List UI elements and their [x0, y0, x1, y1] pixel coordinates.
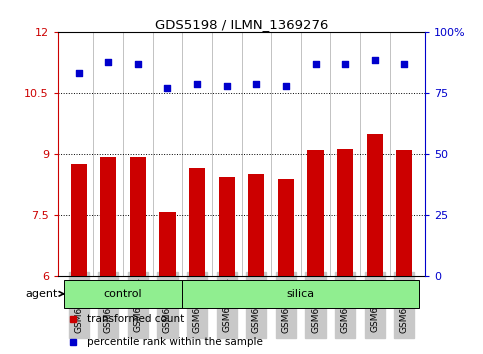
Point: [134, 61, 142, 67]
Bar: [278, 179, 294, 276]
Point: [371, 57, 379, 63]
Text: control: control: [104, 289, 142, 299]
Bar: [64, 280, 182, 308]
Title: GDS5198 / ILMN_1369276: GDS5198 / ILMN_1369276: [155, 18, 328, 31]
Bar: [307, 150, 324, 276]
Text: percentile rank within the sample: percentile rank within the sample: [87, 337, 263, 348]
Point: [341, 61, 349, 67]
Point: [164, 85, 171, 91]
Bar: [130, 157, 146, 276]
Point: [253, 81, 260, 87]
Text: agent: agent: [26, 289, 64, 299]
Bar: [248, 173, 265, 276]
Point: [312, 61, 319, 67]
Bar: [100, 157, 116, 276]
Point: [75, 70, 83, 75]
Bar: [219, 177, 235, 276]
Bar: [337, 149, 353, 276]
Point: [282, 83, 290, 88]
Bar: [182, 280, 419, 308]
Point: [104, 59, 112, 65]
Text: silica: silica: [286, 289, 315, 299]
Bar: [71, 164, 87, 276]
Point: [400, 61, 408, 67]
Point: [193, 81, 201, 87]
Bar: [367, 134, 383, 276]
Bar: [159, 212, 176, 276]
Point: [223, 83, 230, 88]
Bar: [189, 168, 205, 276]
Bar: [396, 150, 412, 276]
Text: transformed count: transformed count: [87, 314, 185, 325]
